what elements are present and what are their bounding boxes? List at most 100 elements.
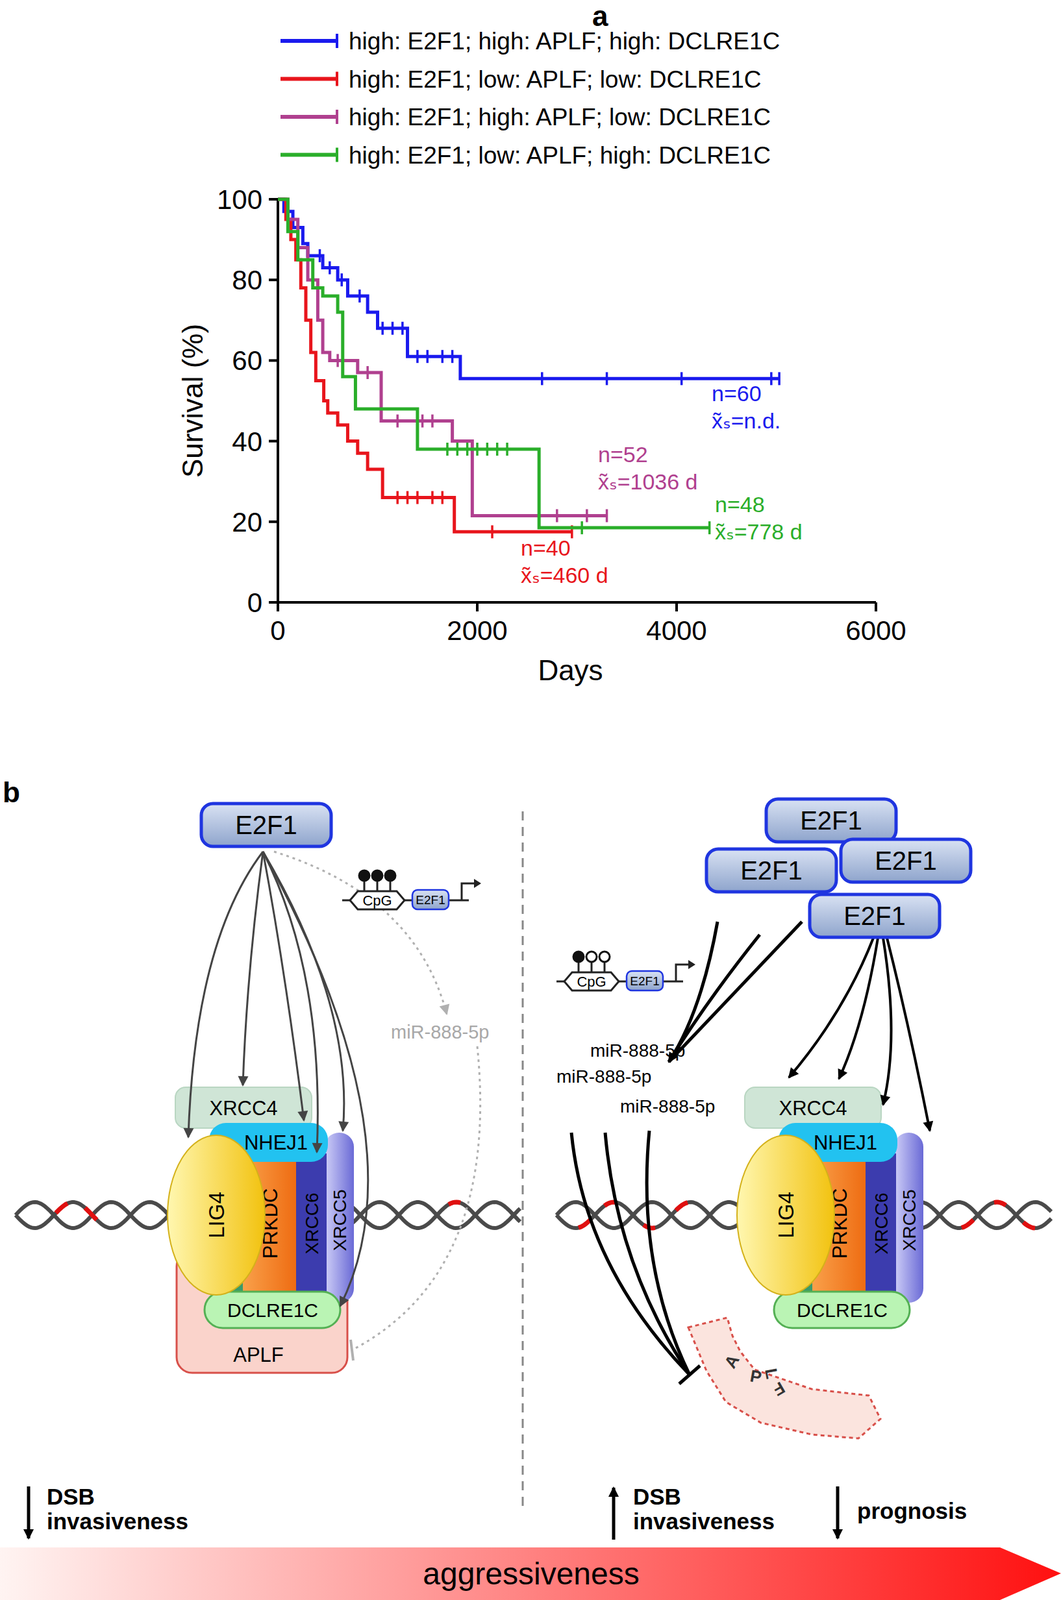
arrow xyxy=(838,938,878,1080)
y-axis xyxy=(276,199,280,603)
mirna-label: miR-888-5p xyxy=(620,1096,715,1117)
censor-tick xyxy=(391,322,395,336)
y-tick-label: 0 xyxy=(247,587,263,619)
arrow xyxy=(883,938,892,1106)
y-tick-label: 60 xyxy=(231,345,263,376)
protein-label: DCLRE1C xyxy=(796,1299,888,1322)
tf-box xyxy=(809,894,940,938)
censor-tick xyxy=(555,509,559,523)
censor-tick xyxy=(540,372,544,386)
protein-label: LIG4 xyxy=(773,1192,799,1239)
tf-label: E2F1 xyxy=(740,856,803,886)
arrow xyxy=(262,851,318,1153)
figure: a0204060801000200040006000DaysSurvival (… xyxy=(0,0,1061,1600)
tf-binding-site xyxy=(412,890,449,910)
mirna-label: miR-888-5p xyxy=(390,1022,490,1043)
arrow xyxy=(242,851,263,1086)
censor-tick xyxy=(421,414,425,428)
arrow xyxy=(646,1131,690,1376)
tf-binding-site xyxy=(626,971,663,991)
protein-label: NHEJ1 xyxy=(813,1131,878,1155)
mirna-label: miR-888-5p xyxy=(590,1040,686,1061)
protein-label: NHEJ1 xyxy=(244,1131,308,1155)
protein-label: DCLRE1C xyxy=(227,1299,319,1322)
survival-curve xyxy=(277,199,780,379)
inhibit-bar xyxy=(679,1366,700,1385)
dna-break xyxy=(448,1202,461,1206)
xrcc4 xyxy=(175,1087,312,1129)
tf-box xyxy=(840,839,971,883)
censor-tick xyxy=(340,273,343,287)
tf-box xyxy=(766,799,897,843)
protein-label: XRCC6 xyxy=(871,1193,892,1256)
y-tick-label: 20 xyxy=(231,507,263,538)
x-tick-label: 2000 xyxy=(446,615,508,647)
censor-tick xyxy=(496,442,499,456)
effect-label: invasiveness xyxy=(46,1509,189,1535)
xrcc6 xyxy=(865,1153,897,1299)
x-axis-label: Days xyxy=(537,654,603,687)
censor-tick xyxy=(580,521,584,535)
censor-tick xyxy=(358,289,362,303)
legend-label: high: E2F1; high: APLF; low: DCLRE1C xyxy=(348,103,771,131)
censor-tick xyxy=(446,442,449,456)
cpg-island xyxy=(349,891,405,910)
protein-label: XRCC5 xyxy=(899,1190,920,1252)
degraded-letter: P xyxy=(748,1366,763,1388)
cpg-label: CpG xyxy=(576,973,606,991)
censor-tick xyxy=(336,353,339,367)
x-axis xyxy=(277,601,876,604)
x-tick xyxy=(874,602,878,612)
censor-tick xyxy=(416,491,419,505)
divider xyxy=(522,811,525,1513)
degraded-aplf xyxy=(688,1318,881,1439)
dna-break xyxy=(994,1202,1006,1206)
censor-tick xyxy=(490,525,494,539)
y-tick xyxy=(268,440,278,443)
y-tick xyxy=(268,359,278,362)
censor-tick xyxy=(381,322,384,336)
censor-tick xyxy=(431,414,434,428)
panel-label: a xyxy=(592,0,609,32)
effect-arrow xyxy=(27,1486,31,1539)
tss-arrowhead xyxy=(474,879,482,889)
arrow xyxy=(262,851,345,1132)
effect-arrow xyxy=(836,1486,840,1539)
tf-box xyxy=(706,849,837,893)
censor-tick xyxy=(441,349,445,363)
tf-box xyxy=(201,803,332,847)
legend-label: high: E2F1; high: APLF; high: DCLRE1C xyxy=(348,27,780,55)
censor-tick xyxy=(426,349,430,363)
dna-break xyxy=(1023,1222,1036,1229)
tss-arrow xyxy=(675,964,690,982)
xrcc5 xyxy=(324,1133,354,1304)
censor-tick xyxy=(328,261,332,275)
censor-tick xyxy=(708,521,712,535)
series-annotation: n=60 xyxy=(711,381,762,406)
x-tick xyxy=(675,602,678,612)
lig4 xyxy=(736,1135,835,1296)
promoter: CpGE2F1 xyxy=(342,870,482,910)
arrow xyxy=(262,851,369,1307)
effect-label: DSB xyxy=(46,1484,95,1510)
tf-label: E2F1 xyxy=(799,806,863,836)
censor-tick xyxy=(451,349,454,363)
arrow xyxy=(571,1133,690,1376)
censor-tick xyxy=(396,491,399,505)
y-tick-label: 40 xyxy=(231,426,263,458)
x-tick-label: 6000 xyxy=(845,615,906,647)
methyl-site xyxy=(372,870,383,882)
legend-swatch-tick xyxy=(335,72,339,87)
censor-tick xyxy=(505,442,509,456)
censor-tick xyxy=(416,349,419,363)
series-annotation: x̃ₛ=778 d xyxy=(714,519,803,545)
censor-tick xyxy=(475,442,479,456)
methyl-site xyxy=(599,951,610,963)
series-annotation: n=48 xyxy=(714,492,765,517)
legend-swatch xyxy=(280,153,338,158)
arrow xyxy=(188,851,263,1138)
censor-tick xyxy=(401,322,404,336)
legend-swatch xyxy=(280,77,338,82)
methyl-site xyxy=(573,951,584,963)
xrcc5 xyxy=(894,1133,924,1304)
